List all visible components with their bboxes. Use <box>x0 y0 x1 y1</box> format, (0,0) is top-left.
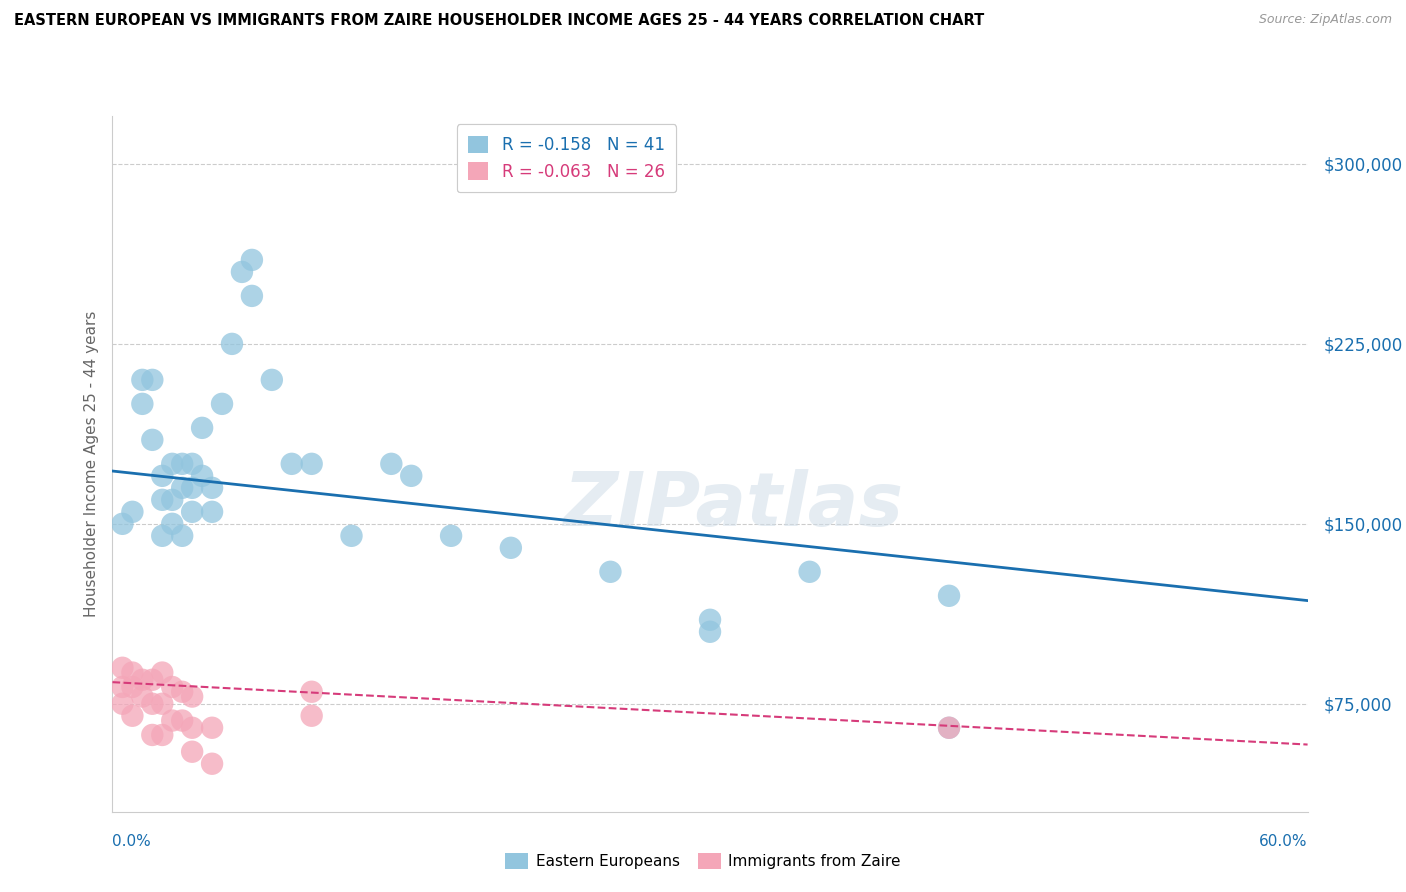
Point <box>191 468 214 483</box>
Point <box>301 457 323 471</box>
Point <box>231 265 253 279</box>
Point <box>440 529 463 543</box>
Point <box>111 697 134 711</box>
Point <box>181 745 204 759</box>
Point <box>131 673 153 687</box>
Text: ZIPatlas: ZIPatlas <box>564 469 904 542</box>
Point <box>240 289 263 303</box>
Point <box>131 397 153 411</box>
Point <box>172 457 194 471</box>
Point <box>599 565 621 579</box>
Point <box>938 589 960 603</box>
Point <box>201 481 224 495</box>
Point <box>131 373 153 387</box>
Text: Source: ZipAtlas.com: Source: ZipAtlas.com <box>1258 13 1392 27</box>
Point <box>121 680 143 694</box>
Point <box>172 481 194 495</box>
Point <box>181 721 204 735</box>
Point <box>281 457 304 471</box>
Point <box>111 680 134 694</box>
Point <box>150 529 173 543</box>
Text: 60.0%: 60.0% <box>1260 834 1308 849</box>
Point <box>111 661 134 675</box>
Legend: R = -0.158   N = 41, R = -0.063   N = 26: R = -0.158 N = 41, R = -0.063 N = 26 <box>457 124 676 193</box>
Point <box>111 516 134 531</box>
Point <box>162 680 183 694</box>
Point <box>172 714 194 728</box>
Point <box>301 685 323 699</box>
Point <box>162 516 183 531</box>
Point <box>181 505 204 519</box>
Point <box>699 613 721 627</box>
Point <box>699 624 721 639</box>
Point <box>150 665 173 680</box>
Point <box>181 690 204 704</box>
Point <box>150 697 173 711</box>
Point <box>172 529 194 543</box>
Text: EASTERN EUROPEAN VS IMMIGRANTS FROM ZAIRE HOUSEHOLDER INCOME AGES 25 - 44 YEARS : EASTERN EUROPEAN VS IMMIGRANTS FROM ZAIR… <box>14 13 984 29</box>
Y-axis label: Householder Income Ages 25 - 44 years: Householder Income Ages 25 - 44 years <box>83 310 98 617</box>
Point <box>201 721 224 735</box>
Point <box>401 468 423 483</box>
Point <box>141 373 163 387</box>
Point <box>211 397 233 411</box>
Point <box>938 721 960 735</box>
Point <box>141 673 163 687</box>
Point <box>150 468 173 483</box>
Legend: Eastern Europeans, Immigrants from Zaire: Eastern Europeans, Immigrants from Zaire <box>499 847 907 875</box>
Point <box>240 252 263 267</box>
Point <box>301 708 323 723</box>
Point <box>380 457 402 471</box>
Point <box>181 457 204 471</box>
Point <box>141 697 163 711</box>
Point <box>938 721 960 735</box>
Point <box>141 728 163 742</box>
Point <box>340 529 363 543</box>
Point <box>181 481 204 495</box>
Point <box>141 433 163 447</box>
Point <box>260 373 283 387</box>
Point <box>121 505 143 519</box>
Point <box>131 690 153 704</box>
Point <box>172 685 194 699</box>
Point <box>499 541 522 555</box>
Point <box>799 565 821 579</box>
Point <box>201 756 224 771</box>
Point <box>162 714 183 728</box>
Point <box>162 492 183 507</box>
Point <box>201 505 224 519</box>
Point <box>162 457 183 471</box>
Point <box>121 708 143 723</box>
Point <box>121 665 143 680</box>
Point <box>191 421 214 435</box>
Point <box>221 337 243 351</box>
Point <box>150 728 173 742</box>
Point <box>150 492 173 507</box>
Text: 0.0%: 0.0% <box>112 834 152 849</box>
